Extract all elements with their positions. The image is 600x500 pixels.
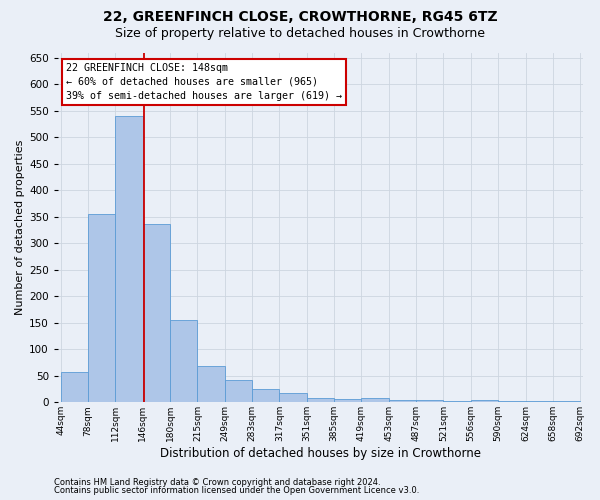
Text: Size of property relative to detached houses in Crowthorne: Size of property relative to detached ho…: [115, 28, 485, 40]
Bar: [553, 401, 580, 402]
Bar: [280, 394, 307, 402]
Bar: [389, 400, 416, 402]
Y-axis label: Number of detached properties: Number of detached properties: [15, 140, 25, 315]
Bar: [334, 399, 361, 402]
Bar: [170, 320, 197, 402]
Text: 22, GREENFINCH CLOSE, CROWTHORNE, RG45 6TZ: 22, GREENFINCH CLOSE, CROWTHORNE, RG45 6…: [103, 10, 497, 24]
Bar: [526, 400, 553, 402]
Bar: [443, 400, 471, 402]
Bar: [416, 400, 443, 402]
Text: Contains public sector information licensed under the Open Government Licence v3: Contains public sector information licen…: [54, 486, 419, 495]
Bar: [197, 366, 225, 402]
Bar: [498, 400, 526, 402]
Bar: [361, 398, 389, 402]
Bar: [307, 398, 334, 402]
Bar: [471, 400, 498, 402]
Text: 22 GREENFINCH CLOSE: 148sqm
← 60% of detached houses are smaller (965)
39% of se: 22 GREENFINCH CLOSE: 148sqm ← 60% of det…: [65, 62, 341, 100]
X-axis label: Distribution of detached houses by size in Crowthorne: Distribution of detached houses by size …: [160, 447, 481, 460]
Bar: [115, 116, 143, 403]
Bar: [88, 214, 115, 402]
Bar: [252, 389, 280, 402]
Bar: [143, 224, 170, 402]
Bar: [225, 380, 252, 402]
Text: Contains HM Land Registry data © Crown copyright and database right 2024.: Contains HM Land Registry data © Crown c…: [54, 478, 380, 487]
Bar: [61, 372, 88, 402]
